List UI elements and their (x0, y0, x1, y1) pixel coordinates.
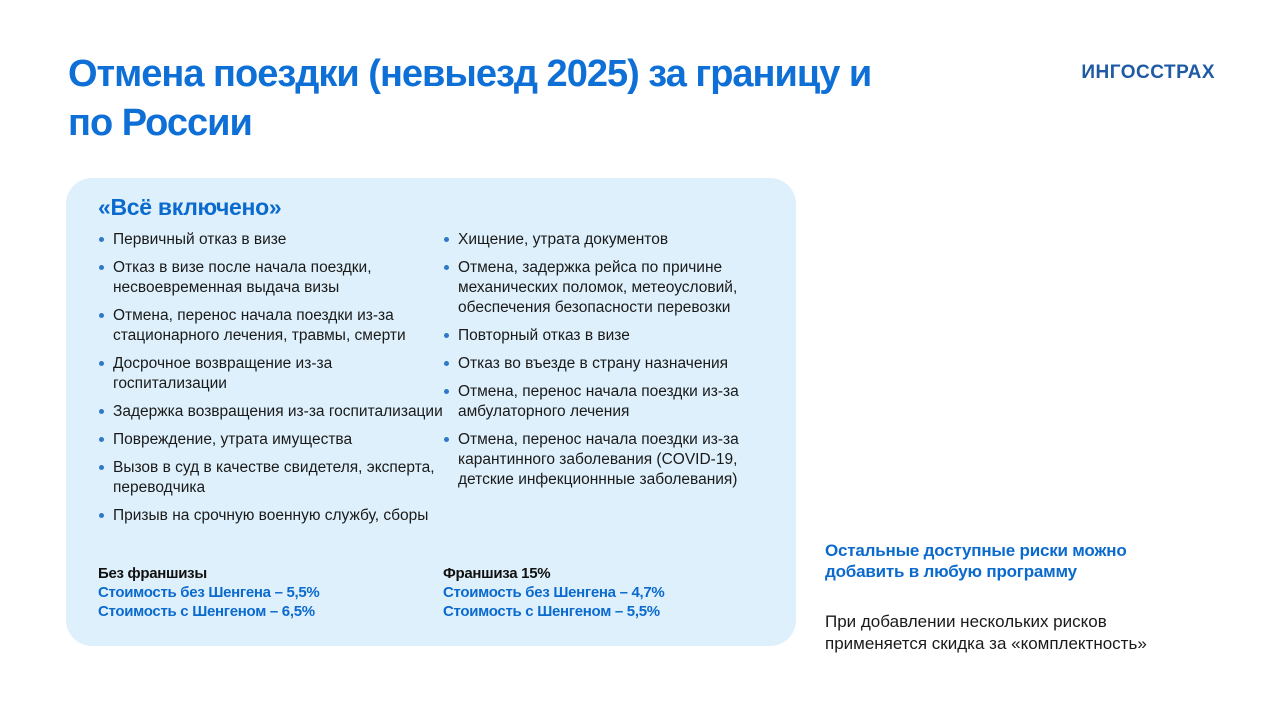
pricing-row: Без франшизы Стоимость без Шенгена – 5,5… (98, 564, 778, 621)
risk-list-item: Повреждение, утрата имущества (98, 430, 443, 450)
risk-list-item: Призыв на срочную военную службу, сборы (98, 506, 443, 526)
risk-column-left: Первичный отказ в визе Отказ в визе после… (98, 230, 443, 534)
pricing-line-no-schengen: Стоимость без Шенгена – 5,5% (98, 584, 320, 601)
pricing-line-with-schengen: Стоимость с Шенгеном – 6,5% (98, 603, 315, 620)
card-heading: «Всё включено» (98, 194, 282, 220)
all-inclusive-card: «Всё включено» Первичный отказ в визе Отк… (66, 178, 796, 646)
risk-list-left: Первичный отказ в визе Отказ в визе после… (98, 230, 443, 526)
pricing-line-no-schengen: Стоимость без Шенгена – 4,7% (443, 584, 665, 601)
risk-columns: Первичный отказ в визе Отказ в визе после… (98, 230, 778, 534)
risk-list-right: Хищение, утрата документов Отмена, задерж… (443, 230, 778, 490)
risk-column-right: Хищение, утрата документов Отмена, задерж… (443, 230, 778, 534)
risk-list-item: Повторный отказ в визе (443, 326, 778, 346)
risk-list-item: Досрочное возвращение из-за госпитализац… (98, 354, 443, 394)
pricing-title: Без франшизы (98, 565, 207, 582)
pricing-title: Франшиза 15% (443, 565, 551, 582)
risk-list-item: Отказ во въезде в страну назначения (443, 354, 778, 374)
page-title: Отмена поездки (невыезд 2025) за границу… (68, 53, 872, 144)
risk-list-item: Задержка возвращения из-за госпитализаци… (98, 402, 443, 422)
risk-list-item: Отмена, задержка рейса по причине механи… (443, 258, 778, 318)
pricing-line-with-schengen: Стоимость с Шенгеном – 5,5% (443, 603, 660, 620)
risk-list-item: Хищение, утрата документов (443, 230, 778, 250)
bundle-discount-note: При добавлении нескольких рисков применя… (825, 612, 1147, 654)
risk-list-item: Вызов в суд в качестве свидетеля, экспер… (98, 458, 443, 498)
pricing-no-deductible: Без франшизы Стоимость без Шенгена – 5,5… (98, 564, 443, 621)
risk-list-item: Отмена, перенос начала поездки из-за амб… (443, 382, 778, 422)
risk-list-item: Первичный отказ в визе (98, 230, 443, 250)
risk-list-item: Отмена, перенос начала поездки из-за кар… (443, 430, 778, 490)
risk-list-item: Отказ в визе после начала поездки, несво… (98, 258, 443, 298)
pricing-deductible-15: Франшиза 15% Стоимость без Шенгена – 4,7… (443, 564, 778, 621)
risk-list-item: Отмена, перенос начала поездки из-за ста… (98, 306, 443, 346)
ingosstrakh-logo: ИНГОССТРАХ (1081, 62, 1215, 83)
additional-risks-heading: Остальные доступные риски можно добавить… (825, 541, 1127, 582)
